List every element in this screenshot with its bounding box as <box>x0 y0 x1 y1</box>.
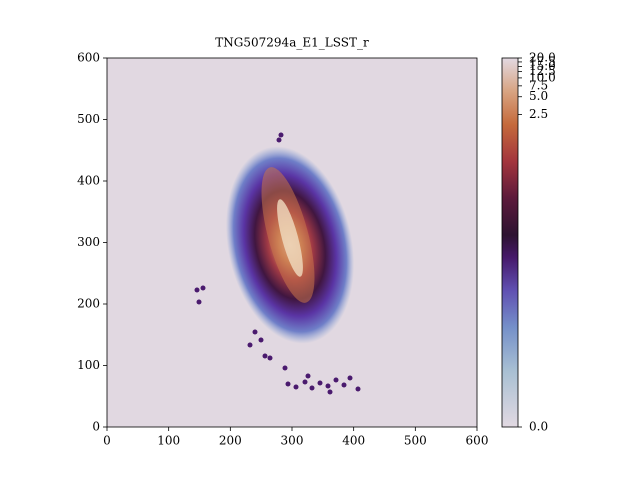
colorbar-tick-label: 17.5 <box>529 54 556 68</box>
colorbar-tick-label: 0.0 <box>529 420 548 434</box>
colorbar-tick-label: 7.5 <box>529 78 548 92</box>
x-tick-label: 600 <box>466 434 489 448</box>
y-tick-label: 500 <box>77 112 100 126</box>
colorbar-tick-label: 12.5 <box>529 64 556 78</box>
chart-title: TNG507294a_E1_LSST_r <box>215 36 369 50</box>
y-tick-label: 200 <box>77 297 100 311</box>
colorbar-tick-label: 20.0 <box>529 51 556 65</box>
x-tick-label: 300 <box>281 434 304 448</box>
colorbar-tick-label: 15.0 <box>529 59 556 73</box>
x-tick-label: 200 <box>219 434 242 448</box>
x-tick-label: 100 <box>157 434 180 448</box>
x-tick-label: 0 <box>103 434 111 448</box>
colorbar <box>501 57 519 428</box>
y-tick-label: 0 <box>92 420 100 434</box>
galaxy <box>194 132 361 395</box>
y-tick-label: 600 <box>77 51 100 65</box>
colorbar-tick-label: 5.0 <box>529 89 548 103</box>
y-tick-label: 300 <box>77 235 100 249</box>
colorbar-tick-label: 10.0 <box>529 70 556 84</box>
x-tick-label: 400 <box>342 434 365 448</box>
x-tick-label: 500 <box>404 434 427 448</box>
colorbar-tick-label: 2.5 <box>529 107 548 121</box>
y-tick-label: 400 <box>77 174 100 188</box>
y-tick-label: 100 <box>77 358 100 372</box>
